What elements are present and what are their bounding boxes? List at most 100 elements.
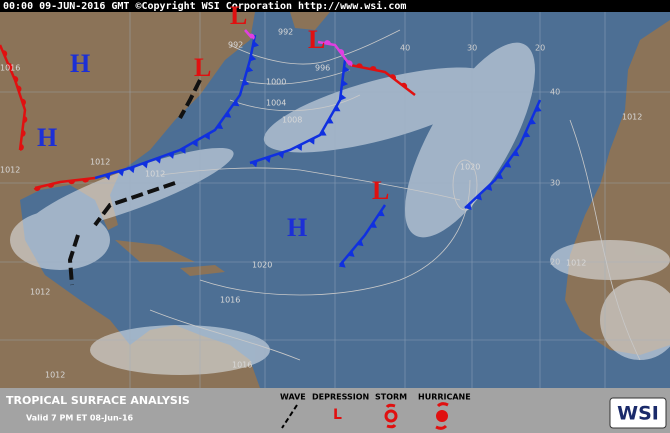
front-symbol	[82, 178, 90, 183]
latitude-label: 40	[550, 88, 560, 97]
longitude-label: 20	[535, 44, 545, 53]
front-symbol	[2, 50, 8, 57]
wave-symbol	[281, 404, 298, 429]
front-symbol	[251, 160, 258, 168]
isobar-label: 1012	[45, 371, 65, 380]
legend-label: DEPRESSION	[312, 393, 369, 402]
front-symbol	[295, 143, 303, 151]
front-symbol	[21, 98, 26, 106]
front-symbol	[308, 137, 315, 145]
land-cuba	[115, 240, 195, 262]
front-symbol	[534, 105, 542, 112]
land-newfoundland	[290, 12, 330, 30]
latitude-label: 20	[550, 258, 560, 267]
isobar-label: 1000	[266, 78, 286, 87]
warm-front	[244, 29, 253, 39]
depression-symbol: L	[333, 407, 342, 423]
trough	[93, 181, 176, 227]
front-symbol	[203, 132, 210, 140]
front-symbol	[141, 161, 149, 169]
front-symbol	[277, 151, 285, 159]
front-symbol	[323, 40, 331, 45]
front-symbol	[338, 49, 345, 56]
front-symbol	[216, 122, 224, 130]
front-symbol	[343, 65, 350, 73]
land-hispaniola	[180, 265, 225, 276]
legend-label: HURRICANE	[418, 393, 471, 402]
front-symbol	[264, 156, 271, 163]
legend-label: WAVE	[280, 393, 306, 402]
front-symbol	[246, 65, 254, 73]
front-symbol	[389, 74, 397, 80]
low-center: L	[372, 176, 389, 205]
front-symbol	[23, 115, 28, 123]
footer-bar	[0, 388, 670, 433]
storm-symbol	[384, 403, 398, 429]
front-symbol	[400, 82, 408, 89]
longitude-label: 30	[467, 44, 477, 53]
front-symbol	[232, 99, 240, 107]
front-symbol	[370, 221, 377, 228]
front-symbol	[333, 105, 341, 112]
isobar-label: 1012	[145, 170, 165, 179]
front-symbol	[475, 193, 482, 201]
longitude-label: 40	[400, 44, 410, 53]
isobar-label: 1016	[232, 361, 252, 370]
front-symbol	[16, 85, 22, 93]
isobar-label: 1012	[622, 113, 642, 122]
low-center: L	[230, 1, 247, 30]
front-symbol	[249, 54, 257, 62]
high-center: H	[70, 49, 90, 78]
front-symbol	[341, 79, 349, 87]
front-symbol	[13, 75, 19, 83]
isobar-label: 1012	[30, 288, 50, 297]
front-symbol	[512, 149, 520, 157]
front-symbol	[191, 139, 198, 147]
latitude-label: 30	[550, 179, 560, 188]
front-symbol	[104, 173, 111, 181]
isobar-label: 1016	[220, 296, 240, 305]
isobar-label: 1008	[282, 116, 302, 125]
front-symbol	[504, 161, 512, 168]
high-center: H	[37, 123, 57, 152]
isobar-label: 1012	[0, 166, 20, 175]
front-symbol	[496, 172, 504, 180]
high-center: H	[287, 213, 307, 242]
isobar-label: 1020	[252, 261, 272, 270]
warm-front	[317, 40, 351, 66]
low-center: L	[308, 25, 325, 54]
front-symbol	[117, 169, 125, 177]
front-symbol	[377, 209, 385, 217]
front-symbol	[242, 79, 250, 86]
front-symbol	[485, 184, 493, 191]
front-symbol	[33, 186, 41, 191]
front-symbol	[167, 152, 175, 159]
front-symbol	[224, 111, 232, 118]
front-symbol	[319, 129, 327, 136]
header-bar	[0, 0, 670, 12]
front-symbol	[128, 166, 135, 174]
legend-label: STORM	[375, 393, 407, 402]
isobar-label: 1020	[460, 163, 480, 172]
front-symbol	[347, 60, 353, 67]
logo-box	[609, 397, 667, 429]
front-symbol	[465, 203, 472, 210]
header-text: 00:00 09-JUN-2016 GMT ©Copyright WSI Cor…	[3, 0, 406, 12]
isobar-label: 1012	[566, 259, 586, 268]
trough	[67, 234, 80, 286]
front-symbol	[347, 250, 355, 257]
hurricane-symbol	[435, 402, 449, 430]
front-symbol	[339, 93, 347, 101]
isobar-label: 1004	[266, 99, 286, 108]
isobar-label: 996	[315, 64, 330, 73]
isobar-label: 1016	[0, 64, 20, 73]
front-symbol	[326, 117, 334, 124]
cold-front	[94, 34, 257, 180]
front-symbol	[252, 40, 260, 48]
front-symbol	[248, 33, 255, 40]
front-symbol	[68, 180, 76, 185]
isobar-label: 1012	[90, 158, 110, 167]
front-symbol	[21, 129, 26, 137]
trough	[178, 79, 202, 119]
